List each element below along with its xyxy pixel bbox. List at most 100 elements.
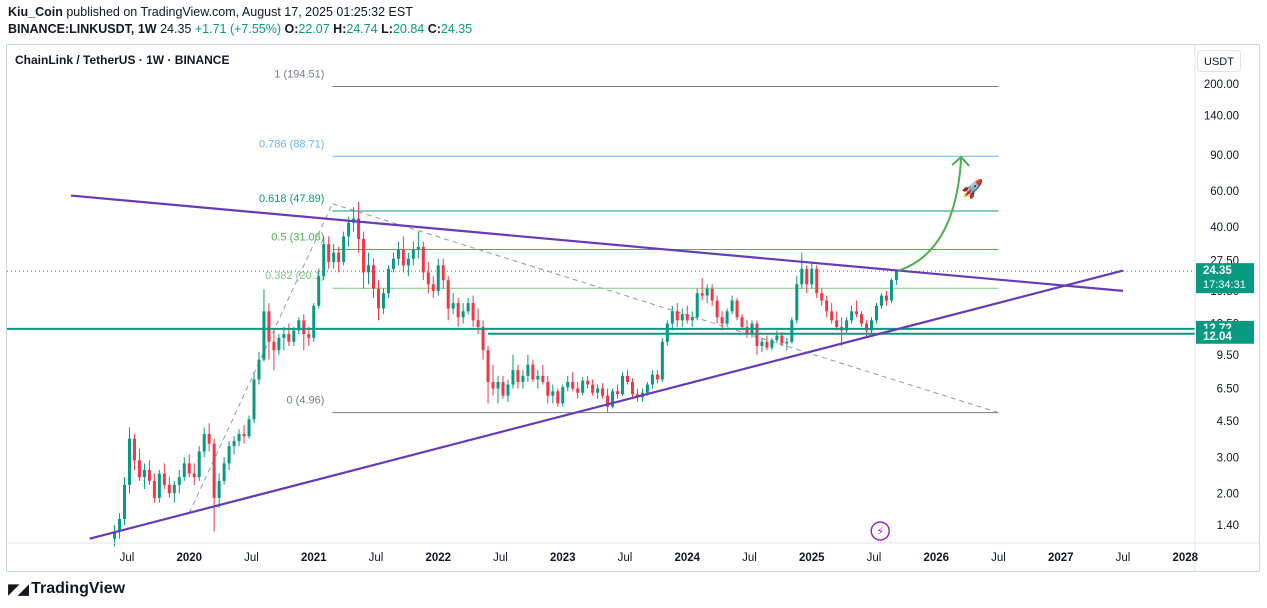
candle-body <box>123 484 127 519</box>
candle-body <box>282 334 286 338</box>
time-axis-tick: 2024 <box>674 552 700 564</box>
candle-body <box>426 272 430 285</box>
candle-body <box>327 244 331 262</box>
time-axis-tick: 2025 <box>799 552 825 564</box>
candle-body <box>865 323 869 331</box>
candle-body <box>431 284 435 291</box>
price-axis-tick: 6.50 <box>1217 384 1239 396</box>
candle-body <box>272 341 276 351</box>
candle-body <box>601 388 605 396</box>
price-axis-tick: 2.00 <box>1217 488 1239 500</box>
open-value: 22.07 <box>298 22 330 36</box>
candle-body <box>347 222 351 237</box>
candle-body <box>800 268 804 285</box>
candle-body <box>820 293 824 301</box>
candle-body <box>625 375 629 382</box>
published-text: published on TradingView.com, August 17,… <box>62 5 413 19</box>
time-axis-tick: 2022 <box>425 552 451 564</box>
candle-body <box>391 258 395 269</box>
candle-body <box>187 463 191 474</box>
candle-body <box>152 480 156 498</box>
time-axis-tick: 2028 <box>1172 552 1198 564</box>
currency-unit-button[interactable]: USDT <box>1197 50 1241 72</box>
candle-body <box>242 433 246 437</box>
publish-info: Kiu_Coin published on TradingView.com, A… <box>8 5 413 19</box>
candle-body <box>660 341 664 380</box>
time-axis-tick: Jul <box>1116 552 1131 564</box>
candle-body <box>471 303 475 321</box>
chart-frame[interactable] <box>6 44 1260 572</box>
candle-body <box>825 300 829 312</box>
candle-body <box>372 265 376 289</box>
candle-body <box>342 236 346 262</box>
price-axis-tick: 200.00 <box>1204 79 1239 91</box>
tradingview-logo[interactable]: ◤◢ TradingView <box>8 580 125 598</box>
candle-body <box>850 311 854 321</box>
candle-body <box>650 374 654 385</box>
lightning-icon-glyph: ⚡ <box>876 526 884 538</box>
candle-body <box>157 473 161 498</box>
price-axis-tick: 1.40 <box>1217 520 1239 532</box>
candle-body <box>317 276 321 306</box>
candle-body <box>645 384 649 393</box>
candle-body <box>536 375 540 380</box>
candle-body <box>551 391 555 396</box>
candle-body <box>511 370 515 385</box>
candle-body <box>596 388 600 393</box>
candle-body <box>725 311 729 324</box>
lower-trendline <box>89 269 1124 540</box>
candle-body <box>167 484 171 494</box>
candle-body <box>247 419 251 437</box>
candle-body <box>526 364 530 376</box>
time-axis-tick: Jul <box>991 552 1006 564</box>
fib-level-label: 0.786 (88.71) <box>259 138 324 150</box>
candle-body <box>855 311 859 315</box>
upper-trendline <box>70 194 1124 292</box>
ohlc-info: BINANCE:LINKUSDT, 1W 24.35 +1.71 (+7.55%… <box>8 22 472 36</box>
candle-body <box>446 280 450 309</box>
rocket-icon: 🚀 <box>961 178 983 199</box>
candle-body <box>466 303 470 312</box>
candle-body <box>192 473 196 478</box>
candle-body <box>222 463 226 481</box>
candle-body <box>581 380 585 393</box>
candle-body <box>172 484 176 494</box>
candle-body <box>740 317 744 327</box>
candle-body <box>556 391 560 404</box>
candle-body <box>182 463 186 478</box>
candle-body <box>531 364 535 380</box>
chart-legend-title: ChainLink / TetherUS · 1W · BINANCE <box>15 53 230 67</box>
candle-body <box>436 265 440 291</box>
author-name[interactable]: Kiu_Coin <box>8 5 63 19</box>
candle-body <box>621 375 625 395</box>
candle-body <box>476 320 480 327</box>
candle-body <box>441 265 445 281</box>
candle-body <box>177 477 181 485</box>
time-axis-tick: Jul <box>369 552 384 564</box>
candle-body <box>630 381 634 395</box>
candle-body <box>461 311 465 318</box>
candle-body <box>416 246 420 250</box>
candle-body <box>227 446 231 464</box>
time-axis-tick: 2023 <box>550 552 576 564</box>
time-axis-tick: Jul <box>120 552 135 564</box>
candle-body <box>685 314 689 321</box>
high-label: H: <box>333 22 347 36</box>
candle-body <box>217 480 221 498</box>
price-badge-label: 24.35 <box>1203 265 1232 277</box>
candle-body <box>889 279 893 301</box>
time-axis-tick: 2021 <box>301 552 327 564</box>
candle-body <box>491 381 495 389</box>
candle-body <box>611 391 615 407</box>
candle-body <box>451 303 455 309</box>
candle-body <box>775 335 779 341</box>
candle-body <box>381 293 385 309</box>
candle-body <box>257 359 261 380</box>
candle-body <box>411 249 415 259</box>
time-axis-tick: Jul <box>244 552 259 564</box>
candle-body <box>835 320 839 327</box>
time-axis-tick: 2020 <box>176 552 202 564</box>
candle-body <box>879 295 883 306</box>
high-value: 24.74 <box>346 22 378 36</box>
